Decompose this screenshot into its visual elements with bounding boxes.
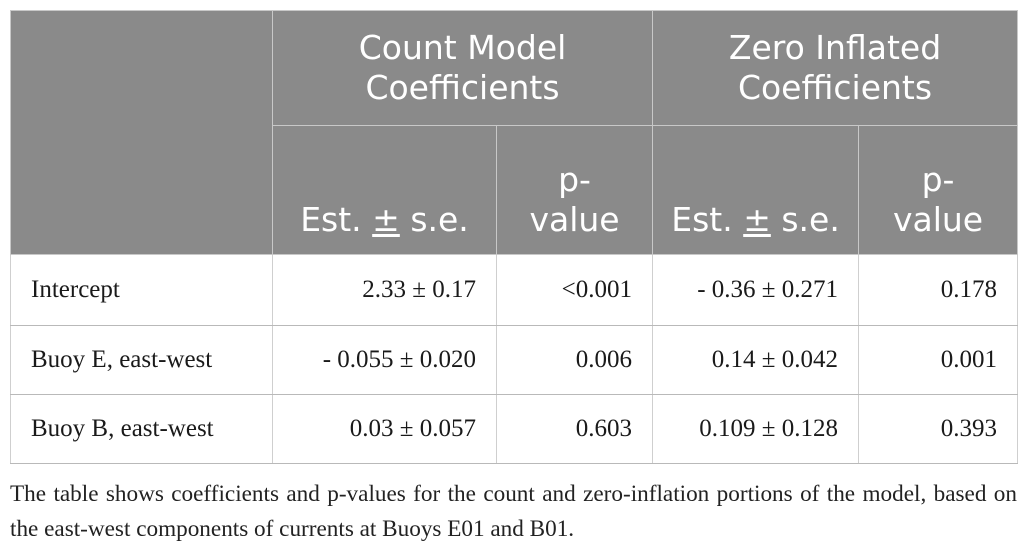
row-label: Buoy E, east-west	[10, 325, 273, 395]
header-count-pvalue: p-value	[495, 125, 654, 255]
header-count-model-line2: Coefficients	[365, 68, 560, 107]
header-zero-pvalue: p-value	[858, 125, 1019, 255]
zero-est-cell: - 0.36 ± 0.271	[652, 254, 860, 326]
pvalue-line2: value	[529, 200, 620, 239]
est-pm: ±	[743, 200, 771, 239]
header-row-columns: Est. ± s.e. p-value Est. ± s.e. p-value	[11, 125, 1019, 255]
count-est-cell: 2.33 ± 0.17	[272, 254, 497, 326]
est-prefix: Est.	[671, 200, 744, 239]
zero-p-cell: 0.178	[858, 254, 1019, 326]
zero-p-cell: 0.001	[858, 325, 1019, 395]
row-label: Intercept	[10, 254, 273, 326]
count-est-cell: 0.03 ± 0.057	[272, 394, 497, 464]
zero-est-cell: 0.109 ± 0.128	[652, 394, 860, 464]
header-row-groups: Count Model Coefficients Zero Inflated C…	[10, 10, 1019, 255]
zero-p-cell: 0.393	[858, 394, 1019, 464]
header-corner-cell	[10, 10, 273, 255]
count-p-cell: <0.001	[495, 254, 654, 326]
table-caption: The table shows coefficients and p-value…	[10, 481, 1017, 542]
header-zero-inflated: Zero Inflated Coefficients	[652, 10, 1019, 126]
pvalue-line2: value	[892, 200, 984, 239]
count-p-cell: 0.006	[495, 325, 654, 395]
zero-est-cell: 0.14 ± 0.042	[652, 325, 860, 395]
header-zero-est: Est. ± s.e.	[652, 125, 860, 255]
pvalue-line1: p-	[921, 160, 955, 199]
header-count-model: Count Model Coefficients	[271, 10, 654, 126]
header-count-model-line1: Count Model	[358, 28, 567, 67]
pvalue-line1: p-	[558, 160, 591, 199]
header-count-est: Est. ± s.e.	[272, 125, 497, 255]
table-row: Buoy E, east-west - 0.055 ± 0.020 0.006 …	[10, 325, 1019, 395]
count-p-cell: 0.603	[495, 394, 654, 464]
table-figure: Count Model Coefficients Zero Inflated C…	[10, 10, 1019, 547]
est-suffix: s.e.	[770, 200, 840, 239]
count-est-cell: - 0.055 ± 0.020	[272, 325, 497, 395]
header-zero-inflated-line1: Zero Inflated	[728, 28, 942, 67]
row-label: Buoy B, east-west	[10, 394, 273, 464]
est-pm: ±	[372, 200, 400, 239]
est-suffix: s.e.	[399, 200, 469, 239]
table-row: Buoy B, east-west 0.03 ± 0.057 0.603 0.1…	[10, 394, 1019, 464]
header-zero-inflated-line2: Coefficients	[737, 68, 933, 107]
coefficients-table: Count Model Coefficients Zero Inflated C…	[10, 10, 1019, 464]
est-prefix: Est.	[300, 200, 373, 239]
table-row: Intercept 2.33 ± 0.17 <0.001 - 0.36 ± 0.…	[10, 254, 1019, 326]
